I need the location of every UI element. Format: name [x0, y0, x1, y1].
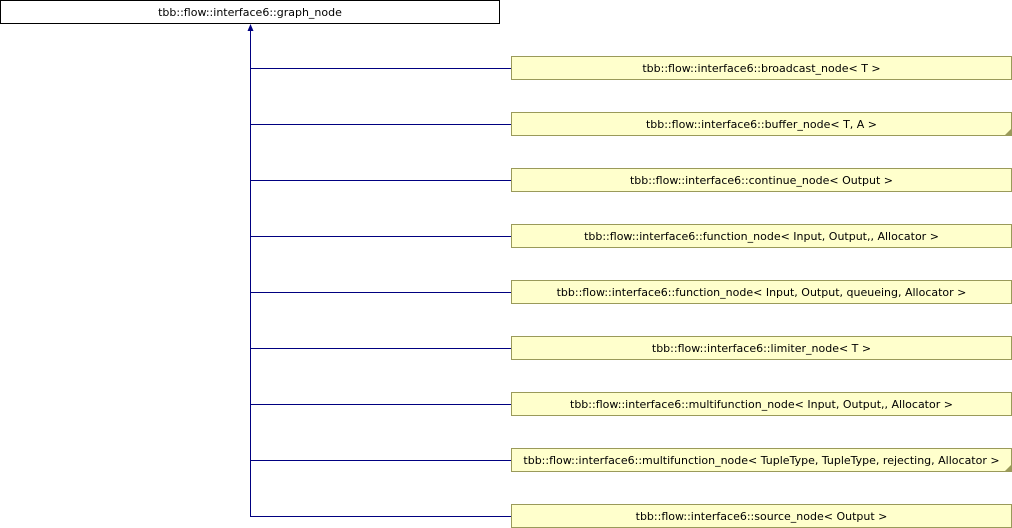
node-derived-class[interactable]: tbb::flow::interface6::limiter_node< T >	[511, 336, 1012, 360]
node-label: tbb::flow::interface6::graph_node	[158, 5, 342, 19]
node-derived-class[interactable]: tbb::flow::interface6::buffer_node< T, A…	[511, 112, 1012, 136]
node-label: tbb::flow::interface6::multifunction_nod…	[523, 453, 1000, 467]
arrowhead-icon	[247, 24, 254, 31]
node-label: tbb::flow::interface6::source_node< Outp…	[635, 509, 888, 523]
node-label: tbb::flow::interface6::function_node< In…	[584, 229, 939, 243]
truncated-corner-icon	[1005, 465, 1011, 471]
node-label: tbb::flow::interface6::broadcast_node< T…	[642, 61, 881, 75]
node-derived-class[interactable]: tbb::flow::interface6::continue_node< Ou…	[511, 168, 1012, 192]
node-derived-class[interactable]: tbb::flow::interface6::broadcast_node< T…	[511, 56, 1012, 80]
truncated-corner-icon	[1005, 129, 1011, 135]
node-label: tbb::flow::interface6::continue_node< Ou…	[629, 173, 894, 187]
node-derived-class[interactable]: tbb::flow::interface6::function_node< In…	[511, 280, 1012, 304]
node-label: tbb::flow::interface6::limiter_node< T >	[651, 341, 872, 355]
node-label: tbb::flow::interface6::function_node< In…	[556, 285, 967, 299]
node-derived-class[interactable]: tbb::flow::interface6::source_node< Outp…	[511, 504, 1012, 528]
node-derived-class[interactable]: tbb::flow::interface6::function_node< In…	[511, 224, 1012, 248]
node-derived-class[interactable]: tbb::flow::interface6::multifunction_nod…	[511, 448, 1012, 472]
node-label: tbb::flow::interface6::multifunction_nod…	[570, 397, 953, 411]
node-derived-class[interactable]: tbb::flow::interface6::multifunction_nod…	[511, 392, 1012, 416]
node-label: tbb::flow::interface6::buffer_node< T, A…	[645, 117, 878, 131]
node-graph-node[interactable]: tbb::flow::interface6::graph_node	[0, 0, 500, 24]
